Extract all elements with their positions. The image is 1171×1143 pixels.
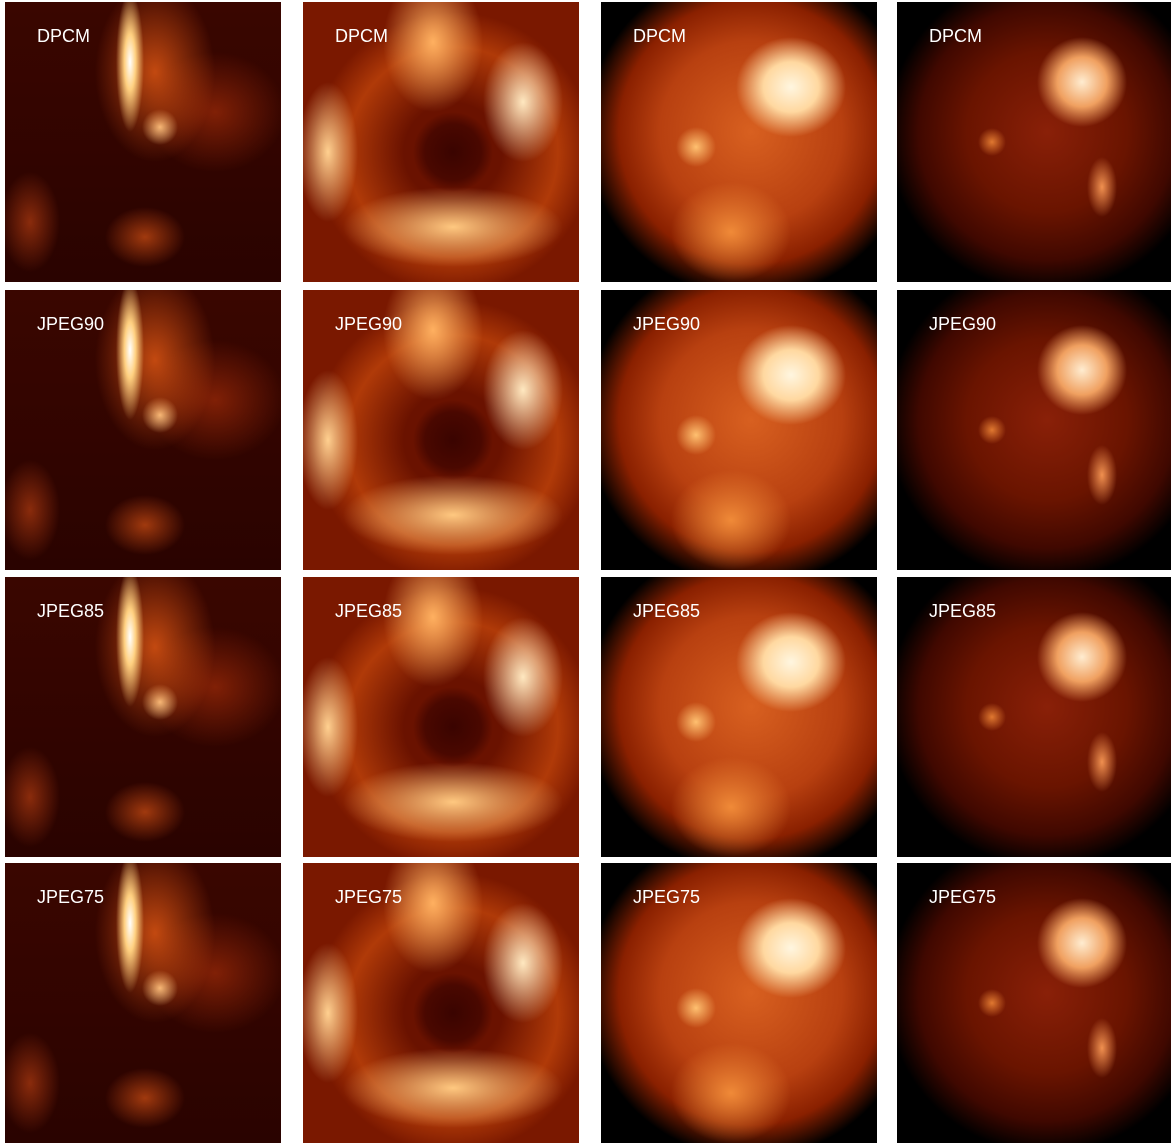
image-panel: JPEG75 [601, 863, 877, 1143]
image-panel: DPCM [601, 2, 877, 282]
image-panel: JPEG90 [897, 290, 1171, 570]
image-panel: JPEG85 [601, 577, 877, 857]
image-panel: DPCM [303, 2, 579, 282]
panel-label: DPCM [335, 26, 388, 47]
panel-label: JPEG90 [929, 314, 996, 335]
panel-label: JPEG90 [633, 314, 700, 335]
panel-label: JPEG90 [335, 314, 402, 335]
panel-label: DPCM [633, 26, 686, 47]
panel-label: JPEG75 [633, 887, 700, 908]
image-panel: JPEG85 [5, 577, 281, 857]
panel-label: JPEG85 [37, 601, 104, 622]
image-panel: JPEG90 [5, 290, 281, 570]
image-panel: JPEG75 [5, 863, 281, 1143]
panel-label: DPCM [929, 26, 982, 47]
image-panel: JPEG90 [601, 290, 877, 570]
panel-label: JPEG90 [37, 314, 104, 335]
panel-label: JPEG85 [633, 601, 700, 622]
image-panel: JPEG85 [897, 577, 1171, 857]
panel-label: JPEG75 [929, 887, 996, 908]
panel-label: JPEG85 [929, 601, 996, 622]
panel-label: DPCM [37, 26, 90, 47]
image-panel: JPEG75 [303, 863, 579, 1143]
image-panel: JPEG75 [897, 863, 1171, 1143]
image-panel: DPCM [5, 2, 281, 282]
image-panel: JPEG85 [303, 577, 579, 857]
figure: (() => { const data = JSON.parse(documen… [0, 0, 1171, 1141]
panel-label: JPEG75 [335, 887, 402, 908]
image-panel: DPCM [897, 2, 1171, 282]
panel-label: JPEG75 [37, 887, 104, 908]
panel-label: JPEG85 [335, 601, 402, 622]
image-panel: JPEG90 [303, 290, 579, 570]
